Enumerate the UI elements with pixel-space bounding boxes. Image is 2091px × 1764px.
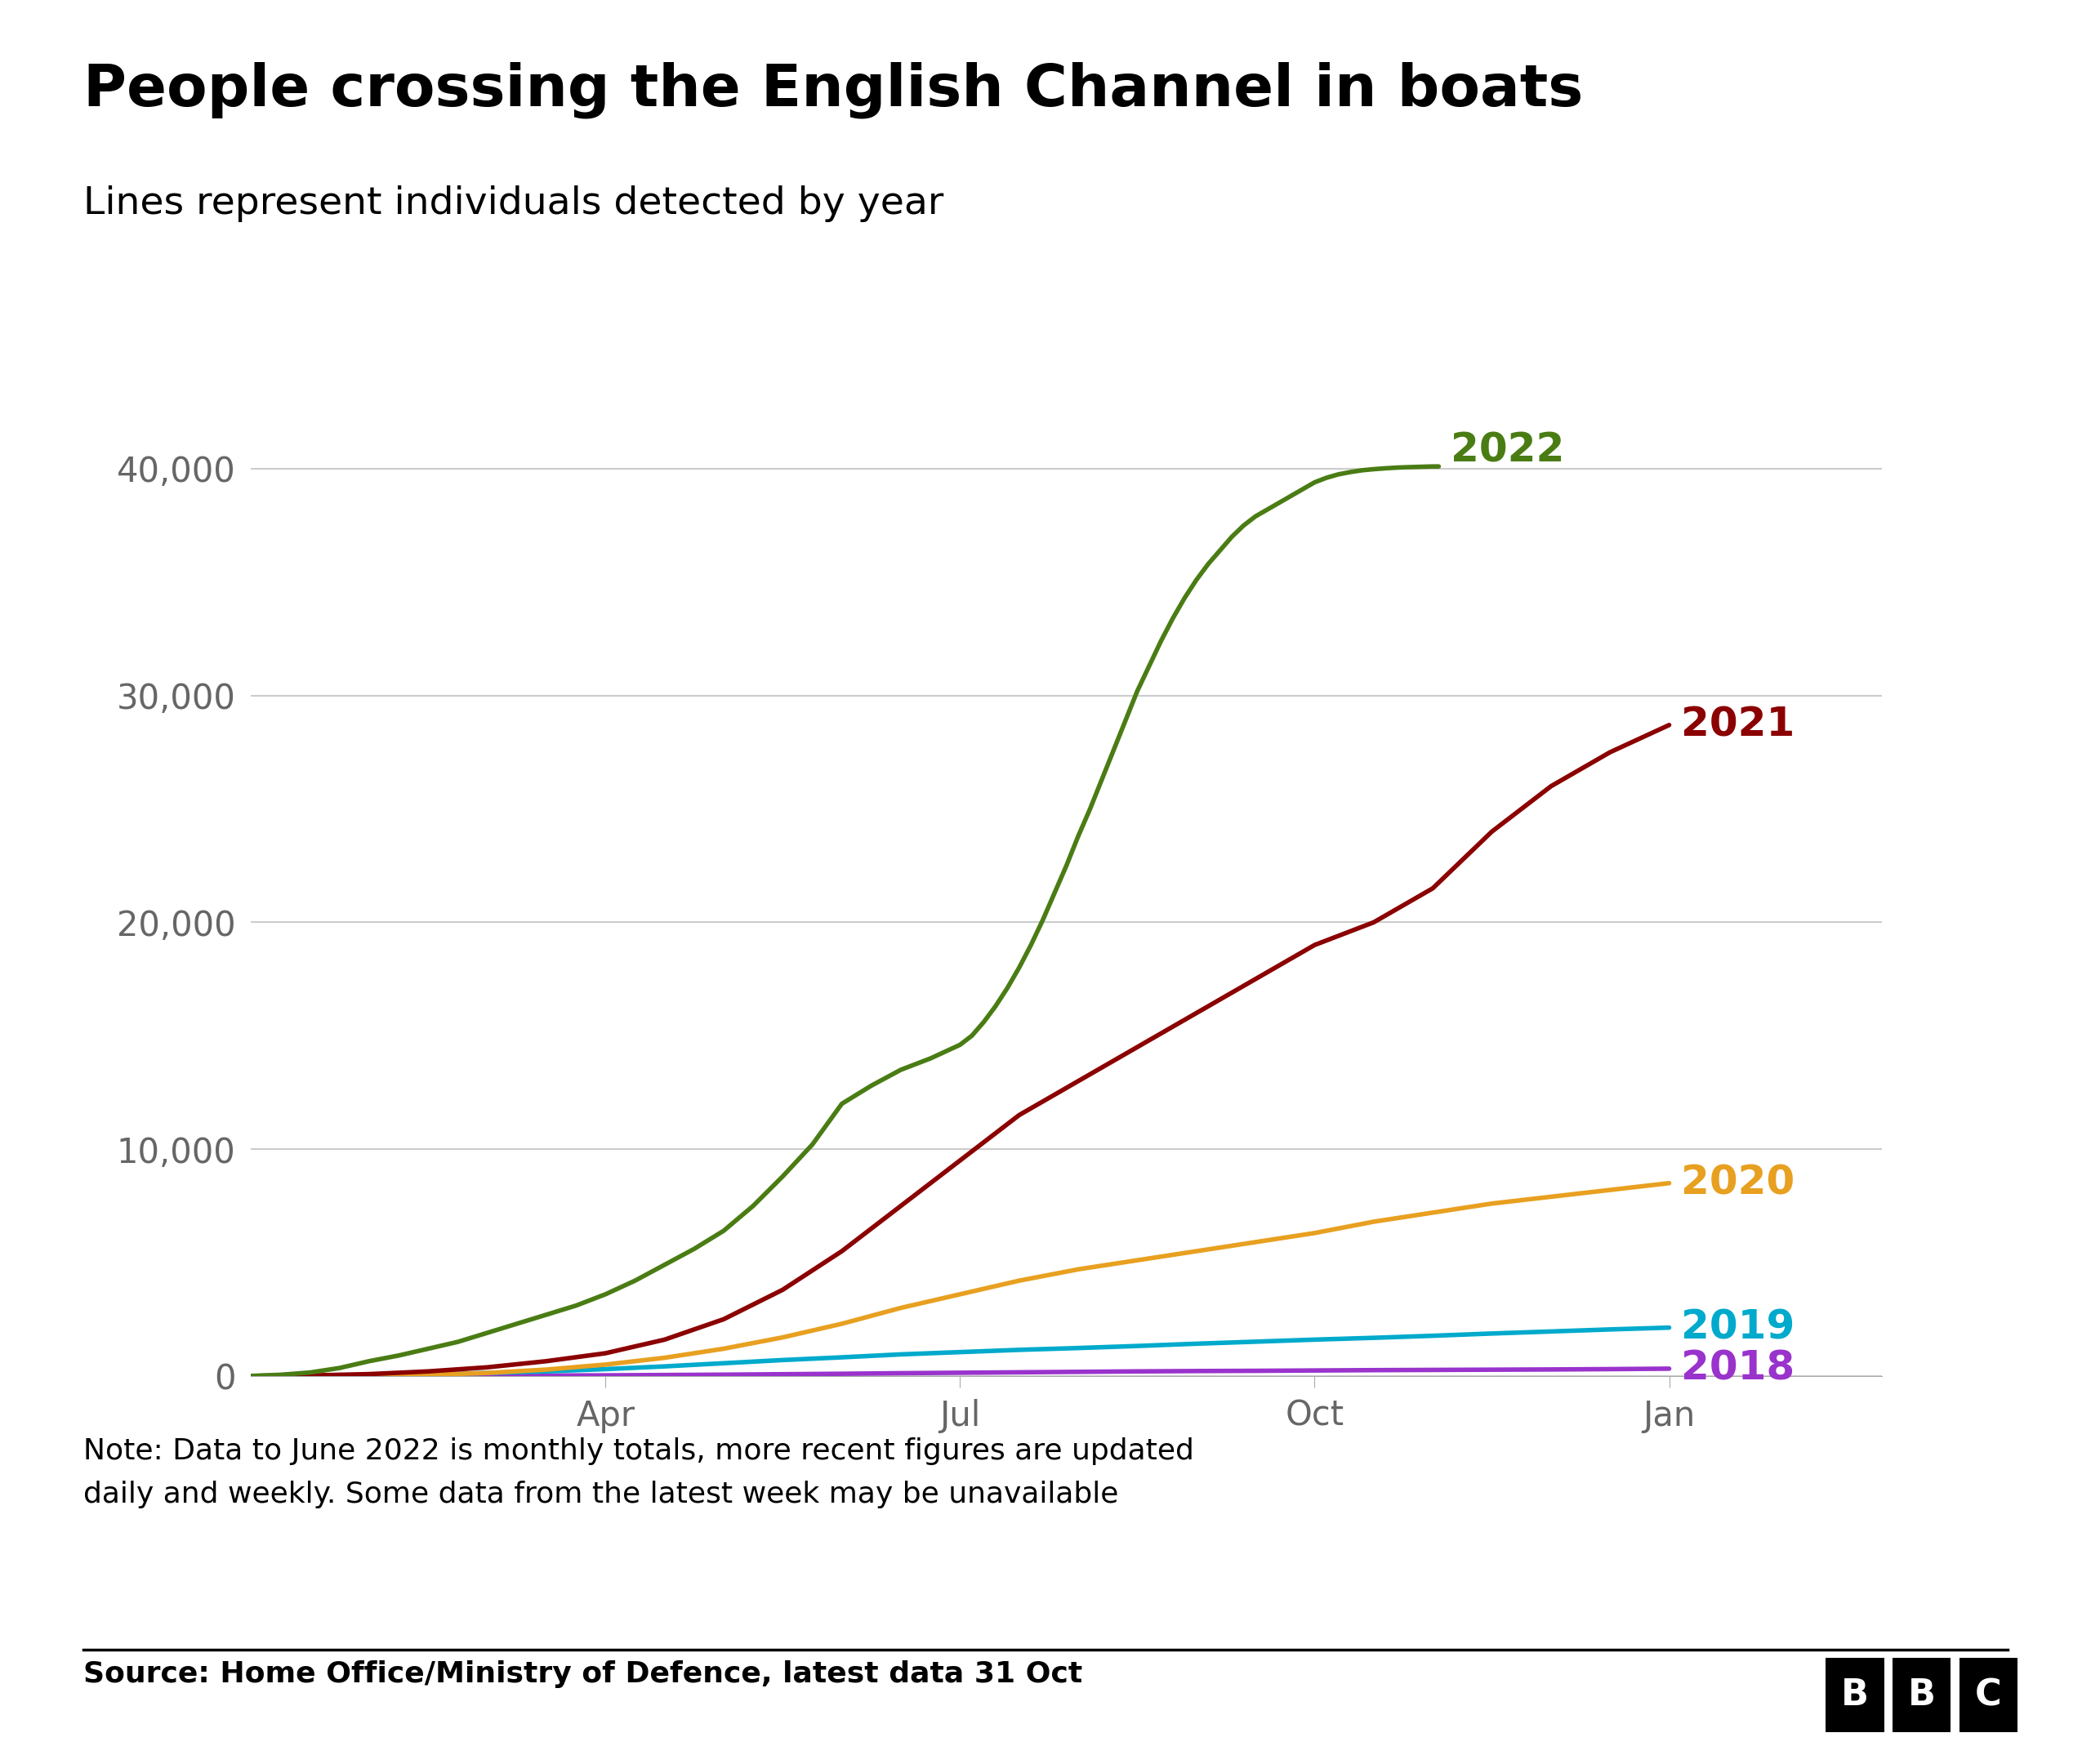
Text: 2019: 2019 — [1681, 1309, 1794, 1348]
Text: 2021: 2021 — [1681, 706, 1794, 744]
Text: 2020: 2020 — [1681, 1164, 1794, 1203]
Text: Note: Data to June 2022 is monthly totals, more recent figures are updated
daily: Note: Data to June 2022 is monthly total… — [84, 1438, 1194, 1508]
Text: People crossing the English Channel in boats: People crossing the English Channel in b… — [84, 62, 1583, 118]
Text: B: B — [1840, 1678, 1869, 1713]
Text: C: C — [1976, 1678, 2001, 1713]
Text: Lines represent individuals detected by year: Lines represent individuals detected by … — [84, 185, 943, 222]
Text: Source: Home Office/Ministry of Defence, latest data 31 Oct: Source: Home Office/Ministry of Defence,… — [84, 1660, 1083, 1688]
Text: 2018: 2018 — [1681, 1349, 1794, 1388]
Text: B: B — [1907, 1678, 1936, 1713]
Text: 2022: 2022 — [1451, 430, 1564, 471]
